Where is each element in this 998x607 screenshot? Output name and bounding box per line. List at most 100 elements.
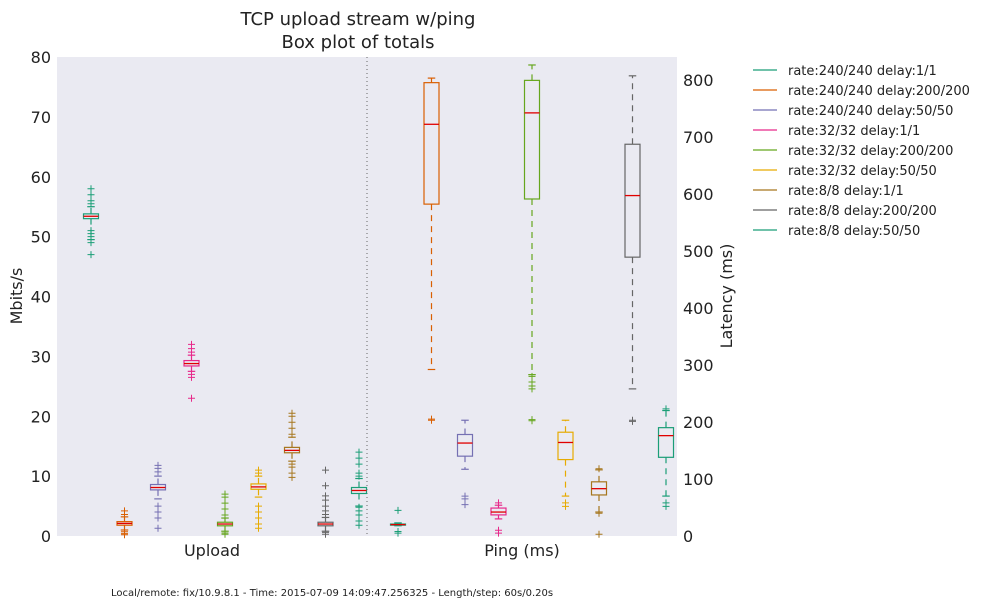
box-flier [188,394,195,402]
footer-info: Local/remote: fix/10.9.8.1 - Time: 2015-… [111,588,553,599]
box-body [657,427,675,458]
legend-label: rate:240/240 delay:1/1 [788,64,937,79]
legend-label: rate:8/8 delay:1/1 [788,184,904,199]
box-flier [562,499,569,507]
y-left-tick-label: 50 [31,228,51,247]
y-right-tick-label: 400 [683,299,714,318]
box-flier [355,448,363,456]
box-flier [355,454,363,462]
box-flier [322,502,329,510]
box-flier [188,340,195,348]
box-flier [288,430,296,438]
box-flier [495,526,502,534]
box-flier [255,502,262,510]
box-flier [595,509,603,517]
x-tick-label: Ping (ms) [484,541,560,560]
box-flier [355,469,363,477]
y-axis-right-label: Latency (ms) [717,244,736,349]
y-right-tick-label: 600 [683,185,714,204]
box-flier [662,499,670,507]
box-flier [495,499,502,507]
box-body [624,143,641,258]
box-body [456,433,474,457]
box-flier [595,530,603,538]
box-flier [221,499,229,507]
box-flier [322,466,329,474]
box-flier [121,528,128,536]
y-left-tick-label: 70 [31,108,51,127]
y-left-tick-label: 40 [31,288,51,307]
y-left-tick-label: 20 [31,407,51,426]
box-flier [288,409,296,417]
box-flier [221,490,229,498]
box-flier [355,460,363,468]
y-right-tick-label: 100 [683,470,714,489]
box-flier [255,520,262,528]
box-flier [87,239,95,247]
legend-label: rate:8/8 delay:50/50 [788,224,920,239]
y-right-tick-label: 800 [683,71,714,90]
legend-label: rate:8/8 delay:200/200 [788,204,937,219]
box-flier [428,415,435,423]
box-flier [662,405,670,413]
y-right-tick-label: 200 [683,413,714,432]
box-flier [288,418,296,426]
box-flier [154,514,162,522]
box-flier [288,460,296,468]
box-flier [154,508,162,516]
box-flier [528,372,536,380]
box-flier [322,482,329,490]
box-flier [595,465,603,473]
box-flier [461,492,469,500]
box-flier [154,524,162,532]
y-right-tick-label: 700 [683,128,714,147]
box-flier [255,514,262,522]
legend-label: rate:32/32 delay:200/200 [788,144,953,159]
legend-label: rate:32/32 delay:50/50 [788,164,937,179]
box-flier [87,185,95,193]
y-right-tick-label: 0 [683,527,693,546]
y-left-tick-label: 60 [31,168,51,187]
box-flier [87,191,95,199]
box-body [423,82,440,205]
box-flier [288,469,296,477]
box-flier [121,507,128,515]
box-flier [87,227,95,235]
x-tick-label: Upload [184,541,240,560]
box-flier [322,528,329,536]
box-body [523,79,541,200]
box-flier [87,251,95,259]
box-flier [255,508,262,516]
y-left-tick-label: 80 [31,48,51,67]
legend: rate:240/240 delay:1/1 rate:240/240 delay… [753,64,970,239]
chart-title: TCP upload stream w/ping [240,9,476,30]
box-flier [528,416,536,424]
legend-label: rate:32/32 delay:1/1 [788,124,920,139]
legend-label: rate:240/240 delay:50/50 [788,104,953,119]
y-left-tick-label: 30 [31,347,51,366]
box-flier [255,466,262,474]
box-flier [322,492,329,500]
box-flier [355,503,363,511]
box-flier [394,527,402,535]
box-flier [221,505,229,513]
box-flier [394,506,402,514]
y-left-tick-label: 0 [41,527,51,546]
legend-label: rate:240/240 delay:200/200 [788,84,970,99]
box-body [557,431,574,461]
box-flier [188,370,195,378]
box-flier [221,511,229,519]
y-right-tick-label: 300 [683,356,714,375]
box-flier [87,197,95,205]
box-flier [154,502,162,510]
chart-subtitle: Box plot of totals [281,32,434,53]
box-flier [288,424,296,432]
y-right-tick-label: 500 [683,242,714,261]
box-flier [629,416,636,424]
y-left-tick-label: 10 [31,467,51,486]
box-flier [154,461,162,469]
plot-area: 0102030405060708001002003004005006007008… [31,48,714,560]
box-flier [221,529,229,537]
box-flier [355,517,363,525]
